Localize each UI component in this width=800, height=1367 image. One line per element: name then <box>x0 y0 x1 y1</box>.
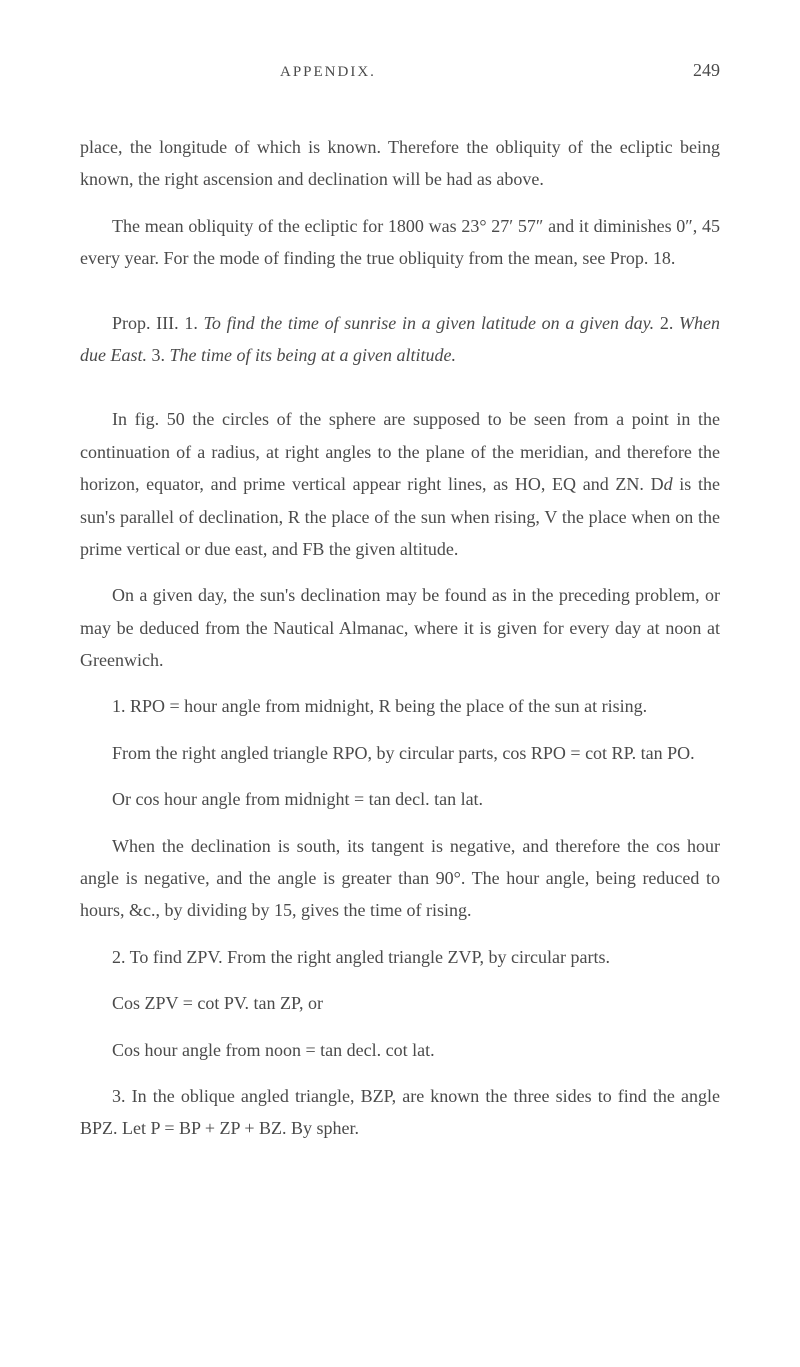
paragraph-8: Or cos hour angle from midnight = tan de… <box>80 783 720 815</box>
prop-mid-2: 3. <box>147 345 170 365</box>
prop-italic-1: To find the time of sunrise in a given l… <box>204 313 655 333</box>
page-header: APPENDIX. 249 <box>80 60 720 81</box>
prop-mid-1: 2. <box>654 313 679 333</box>
paragraph-5: On a given day, the sun's declination ma… <box>80 579 720 676</box>
header-title: APPENDIX. <box>280 64 376 81</box>
paragraph-13: 3. In the oblique angled triangle, BZP, … <box>80 1080 720 1145</box>
prop-prefix: Prop. III. 1. <box>112 313 204 333</box>
paragraph-9: When the declination is south, its tange… <box>80 830 720 927</box>
paragraph-10: 2. To find ZPV. From the right angled tr… <box>80 941 720 973</box>
prop-italic-3: The time of its being at a given altitud… <box>170 345 456 365</box>
page-container: APPENDIX. 249 place, the longitude of wh… <box>0 0 800 1219</box>
paragraph-6: 1. RPO = hour angle from midnight, R bei… <box>80 690 720 722</box>
paragraph-2: The mean obliquity of the ecliptic for 1… <box>80 210 720 275</box>
p4-italic: d <box>664 474 673 494</box>
paragraph-7: From the right angled triangle RPO, by c… <box>80 737 720 769</box>
paragraph-3-proposition: Prop. III. 1. To find the time of sunris… <box>80 307 720 372</box>
p4-part1: In fig. 50 the circles of the sphere are… <box>80 409 720 494</box>
paragraph-11: Cos ZPV = cot PV. tan ZP, or <box>80 987 720 1019</box>
paragraph-4: In fig. 50 the circles of the sphere are… <box>80 403 720 565</box>
paragraph-12: Cos hour angle from noon = tan decl. cot… <box>80 1034 720 1066</box>
page-number: 249 <box>693 60 720 81</box>
paragraph-1: place, the longitude of which is known. … <box>80 131 720 196</box>
